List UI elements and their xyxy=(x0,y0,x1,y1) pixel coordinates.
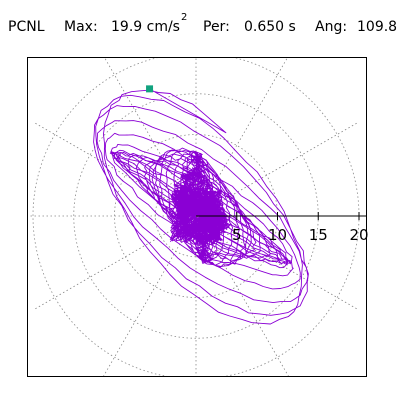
max-label: Max: xyxy=(64,19,98,35)
grid-spoke xyxy=(103,215,197,376)
grid-spoke xyxy=(33,215,197,311)
angle-value: 109.8 xyxy=(357,19,398,35)
period-value: 0.650 s xyxy=(244,19,296,35)
peak-marker xyxy=(146,85,154,93)
grid-spoke xyxy=(104,58,197,217)
peak-marker-group xyxy=(146,85,154,93)
grid-spoke xyxy=(195,58,288,217)
plot-frame xyxy=(27,57,367,377)
grid-spoke xyxy=(195,215,289,376)
grid-spoke xyxy=(195,121,359,217)
grid-spoke xyxy=(33,121,197,217)
trace-path xyxy=(93,88,309,325)
tick-label: 15 xyxy=(309,226,328,244)
max-unit-exponent: 2 xyxy=(181,12,188,23)
tick-label: 5 xyxy=(232,226,242,244)
station-code: PCNL xyxy=(8,19,45,35)
period-label: Per: xyxy=(203,19,230,35)
header-bar: PCNL Max: 19.9 cm/s 2 Per: 0.650 s Ang: … xyxy=(0,0,400,44)
motion-trace xyxy=(93,88,309,325)
grid-spoke xyxy=(195,215,359,311)
radial-axis: 5 10 15 20 xyxy=(196,212,369,244)
angle-label: Ang: xyxy=(315,19,348,35)
tick-label: 20 xyxy=(349,226,368,244)
max-value: 19.9 cm/s xyxy=(111,19,180,35)
tick-label: 10 xyxy=(268,226,287,244)
